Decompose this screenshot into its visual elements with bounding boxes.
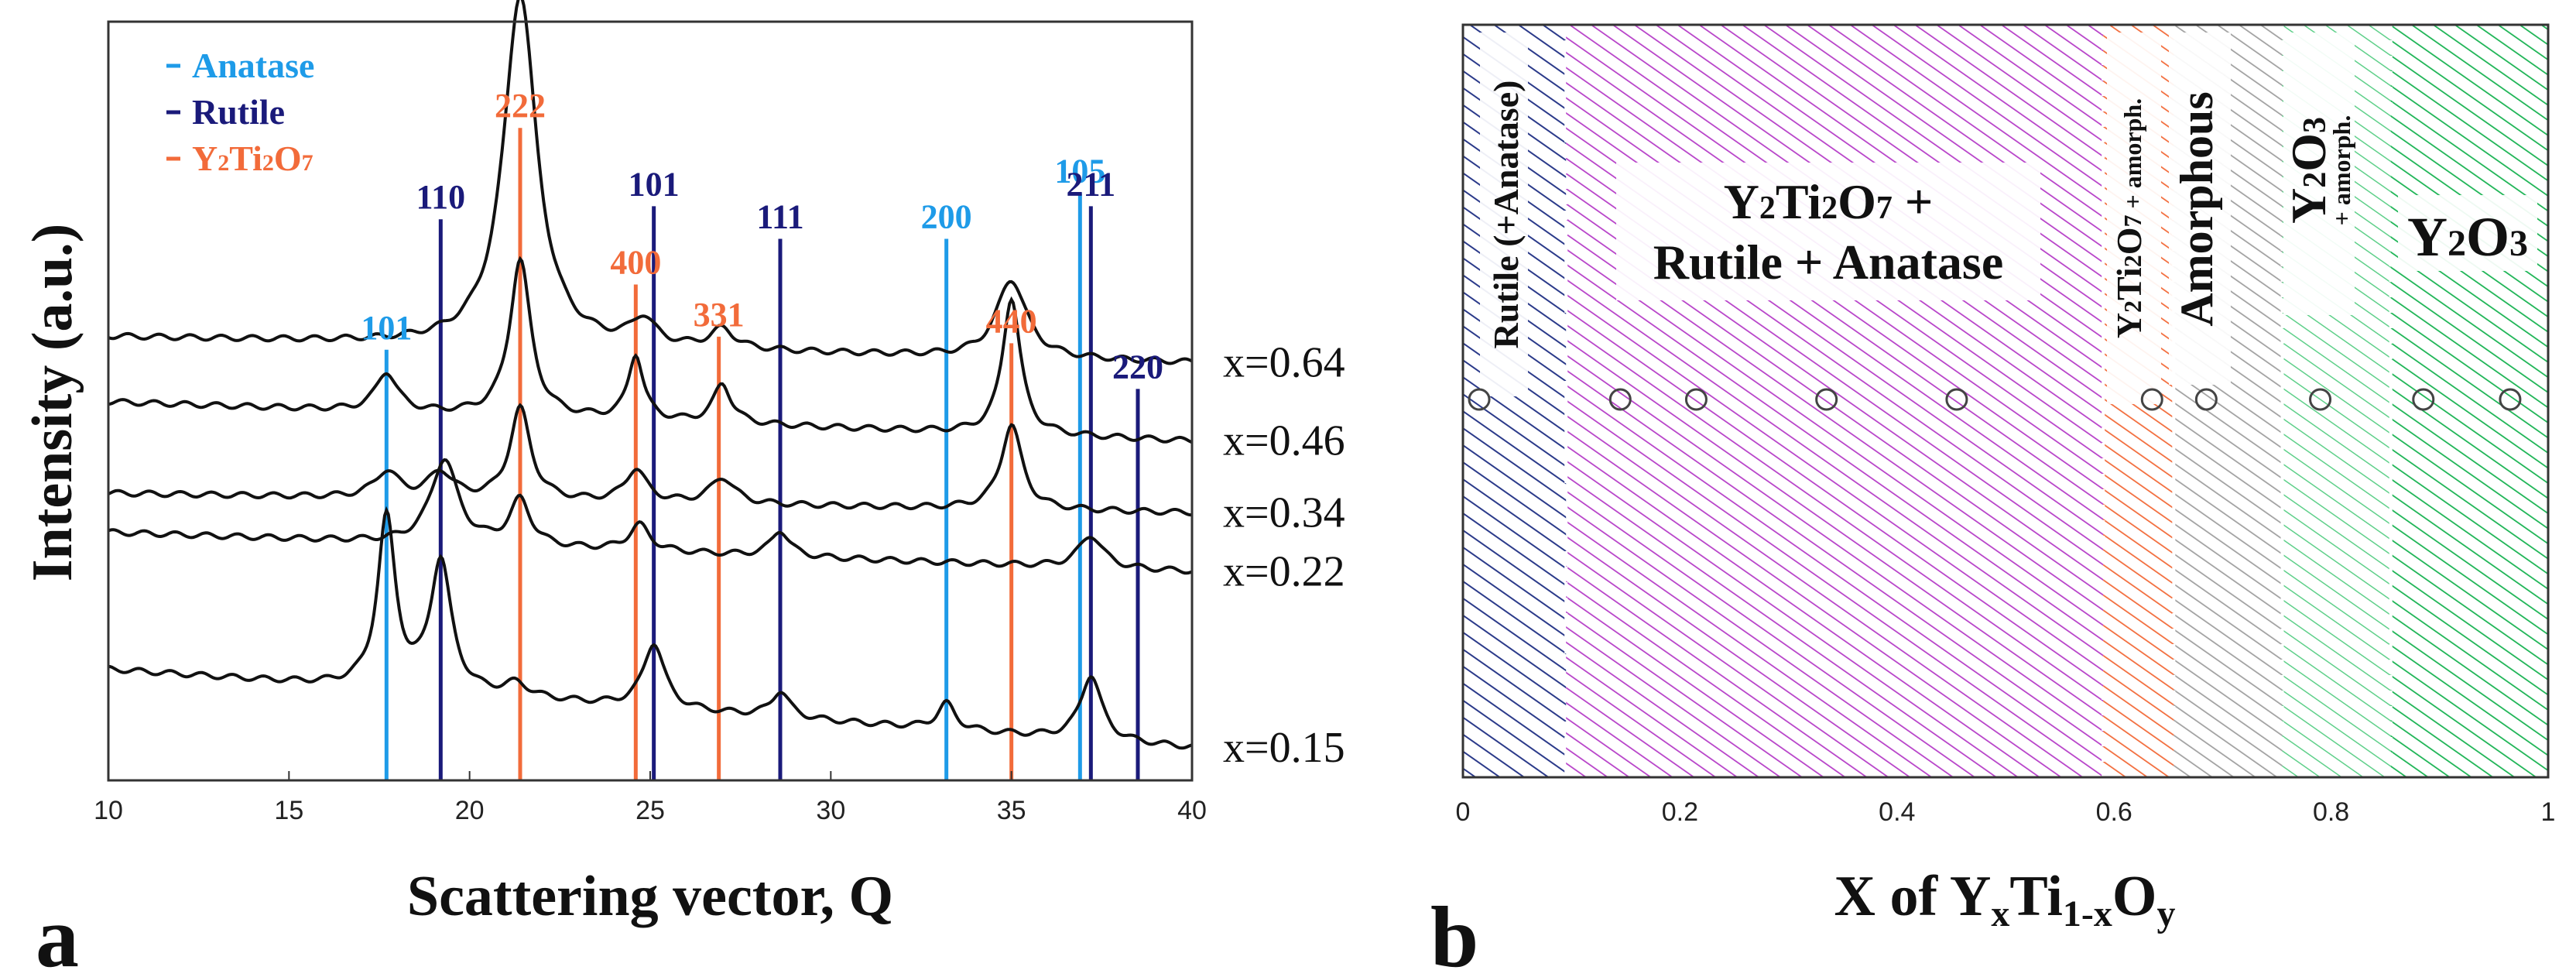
panel-b: 0 0.2 0.4 0.6 0.8 1 Rutile (+Anatase) Y2Ti2O7…	[1430, 23, 2556, 977]
legend-label-rutile: Rutile	[192, 92, 285, 132]
x-tick-label-20: 20	[455, 796, 485, 825]
region-label-amorphous: Amorphous	[2171, 91, 2222, 326]
x-tick-label-10: 10	[94, 796, 123, 825]
series-curve-x=0.34	[108, 403, 1192, 517]
label-bg-y2o3-amorph	[2283, 33, 2355, 315]
series-curve-x=0.46	[108, 255, 1193, 444]
legend-label-y2ti2o7: Y2Ti2O7	[192, 139, 313, 178]
reference-label-y2ti2o7-222: 222	[495, 87, 546, 125]
reference-label-y2ti2o7-331: 331	[694, 296, 745, 334]
sample-point-8	[2309, 388, 2332, 411]
x-tick-label-b-1: 1	[2541, 797, 2556, 827]
series-curve-x=0.15	[108, 506, 1193, 750]
series-label-x=0.34: x=0.34	[1223, 488, 1345, 536]
x-tick-label-b-0: 0	[1456, 797, 1471, 827]
label-bg-y2o3	[2398, 195, 2537, 271]
x-axis-label-b: X of YxTi1-xOy	[1834, 865, 2176, 934]
x-axis-label: Scattering vector, Q	[407, 865, 893, 928]
reference-label-rutile-211: 211	[1067, 165, 1116, 203]
panel-letter-a: a	[36, 890, 79, 977]
sample-point-4	[1815, 388, 1838, 411]
x-tick-label-b-0.2: 0.2	[1662, 797, 1698, 827]
x-tick-label-b-0.6: 0.6	[2096, 797, 2132, 827]
label-bg-mix	[1616, 163, 2040, 300]
region-label-y2o3-amorph-main: Y2O3	[2281, 117, 2336, 224]
series-curve-x=0.64	[108, 0, 1193, 365]
x-tick-label-25: 25	[635, 796, 665, 825]
series-labels: x=0.64 x=0.46 x=0.34 x=0.22 x=0.15	[1223, 339, 1345, 772]
region-label-y2o3-amorph-tail: + amorph.	[2328, 115, 2355, 226]
label-bg-y2ti2o7-amorph	[2107, 33, 2161, 404]
sample-point-1	[1468, 388, 1491, 411]
sample-point-3	[1684, 388, 1708, 411]
region-label-rutile: Rutile (+Anatase)	[1486, 81, 1526, 349]
legend: Anatase Rutile Y2Ti2O7	[166, 46, 314, 178]
reference-label-anatase-101: 101	[361, 309, 412, 347]
sample-points	[1468, 388, 2522, 411]
sample-point-9	[2412, 388, 2435, 411]
panel-letter-b: b	[1430, 890, 1478, 977]
series-label-x=0.46: x=0.46	[1223, 417, 1345, 465]
legend-label-anatase: Anatase	[192, 46, 314, 85]
region-6	[2390, 25, 2548, 777]
region-2	[1566, 25, 2104, 777]
reference-label-rutile-220: 220	[1112, 348, 1163, 386]
reference-lines	[384, 128, 1140, 780]
reference-label-rutile-101: 101	[629, 165, 680, 203]
sample-point-5	[1945, 388, 1968, 411]
phase-regions	[1463, 25, 2548, 777]
region-labels: Rutile (+Anatase) Y2Ti2O7 + Rutile + Ana…	[1480, 33, 2537, 404]
plot-frame-b	[1461, 23, 2550, 779]
reference-label-anatase-200: 200	[921, 197, 972, 235]
x-tick-label-15: 15	[274, 796, 303, 825]
x-tick-label-b-0.8: 0.8	[2313, 797, 2349, 827]
x-axis-ticks: 10 15 20 25 30 35 40	[94, 771, 1207, 825]
series-curve-x=0.22	[108, 458, 1193, 575]
x-tick-label-b-0.4: 0.4	[1879, 797, 1915, 827]
x-axis-ticks-b: 0 0.2 0.4 0.6 0.8 1	[1456, 797, 2556, 827]
sample-point-2	[1608, 388, 1632, 411]
label-bg-amorphous	[2169, 33, 2231, 385]
region-label-y2o3: Y2O3	[2407, 206, 2528, 268]
series-label-x=0.64: x=0.64	[1223, 339, 1345, 387]
diffraction-curves	[108, 0, 1193, 750]
reference-label-rutile-111: 111	[756, 197, 803, 235]
reference-label-rutile-110: 110	[416, 178, 466, 216]
series-label-x=0.15: x=0.15	[1223, 724, 1345, 772]
reference-label-anatase-105: 105	[1054, 152, 1105, 190]
reference-label-y2ti2o7-400: 400	[610, 243, 661, 281]
sample-point-7	[2194, 388, 2218, 411]
series-label-x=0.22: x=0.22	[1223, 547, 1345, 595]
region-label-mix-line1: Y2Ti2O7 +	[1724, 174, 1934, 229]
x-tick-label-30: 30	[816, 796, 845, 825]
reference-label-y2ti2o7-440: 440	[986, 302, 1037, 340]
panel-a: 10 15 20 25 30 35 40 101 110 222 400 101 331 111 200 4…	[21, 0, 1345, 977]
label-bg-rutile	[1480, 33, 1528, 396]
sample-point-10	[2499, 388, 2522, 411]
x-tick-label-40: 40	[1177, 796, 1207, 825]
y-axis-label: Intensity (a.u.)	[21, 224, 84, 582]
x-tick-label-35: 35	[997, 796, 1026, 825]
region-label-mix-line2: Rutile + Anatase	[1653, 235, 2003, 290]
region-label-y2ti2o7-amorph: Y2Ti2O7 + amorph.	[2109, 98, 2149, 338]
sample-point-6	[2140, 388, 2163, 411]
